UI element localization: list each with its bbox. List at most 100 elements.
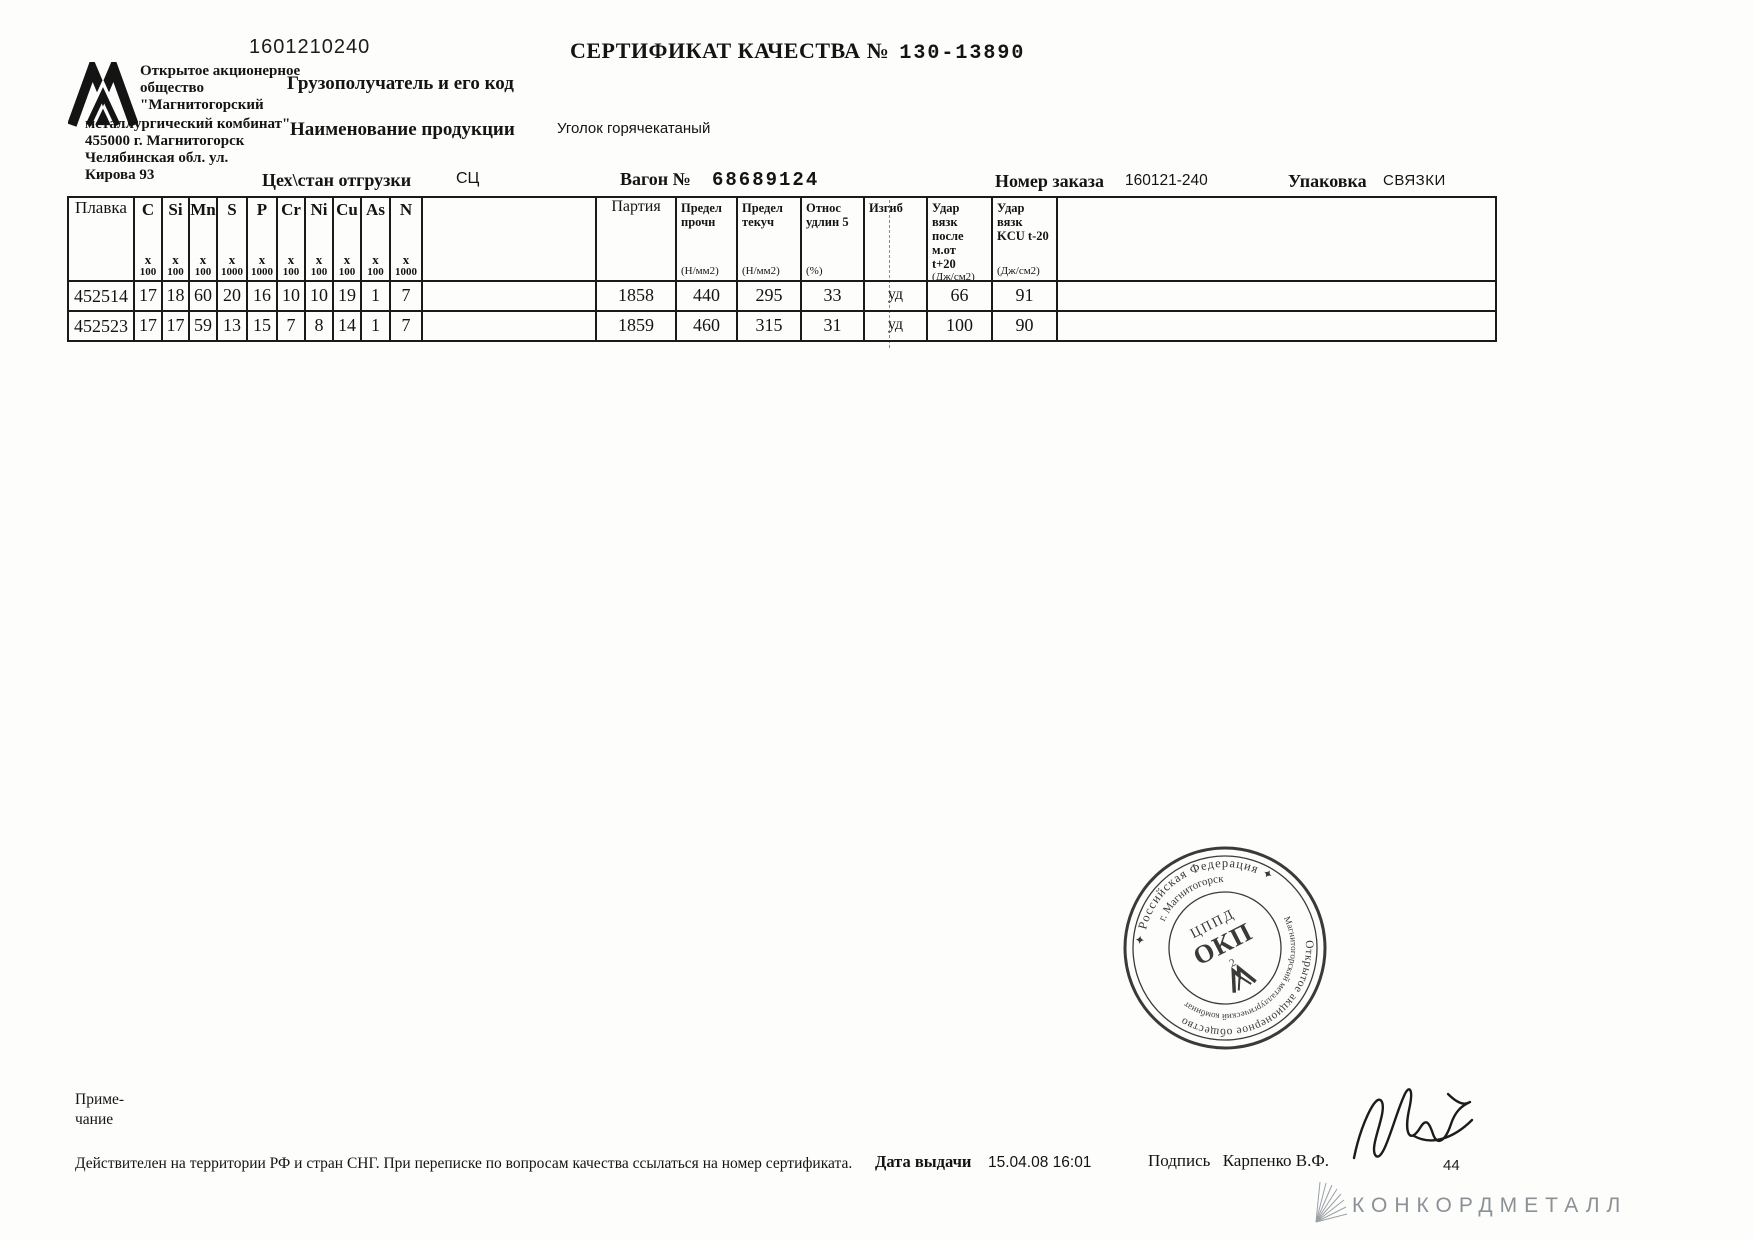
cell-C: 17 <box>133 310 163 342</box>
order-label: Номер заказа <box>995 171 1104 191</box>
col-header-element-Mn: Mn x 100 <box>188 196 218 282</box>
cell-elongation: 33 <box>800 280 865 312</box>
cell-Cr: 7 <box>276 310 306 342</box>
company-line: Открытое акционерное <box>140 63 301 79</box>
cell-batch: 1859 <box>595 310 677 342</box>
certificate-title-label: СЕРТИФИКАТ КАЧЕСТВА № <box>570 38 890 63</box>
cell-Ni: 8 <box>304 310 334 342</box>
product-label: Наименование продукции <box>290 119 515 140</box>
issue-date-value: 15.04.08 16:01 <box>988 1154 1092 1171</box>
product-value: Уголок горячекатаный <box>557 120 711 137</box>
company-line: общество <box>140 80 205 96</box>
packaging-value: СВЯЗКИ <box>1383 172 1446 189</box>
consignee-label: Грузополучатель и его код <box>287 73 514 94</box>
spacer-cell <box>421 310 597 342</box>
validity-statement: Действителен на территории РФ и стран СН… <box>75 1155 853 1172</box>
mmk-logo-icon <box>68 62 138 128</box>
company-line: Челябинская обл. ул. <box>85 150 229 166</box>
note-label: Приме- чание <box>75 1091 125 1128</box>
table-row: 452514 17 18 60 20 16 10 10 19 1 7 1858 … <box>67 280 1497 312</box>
cell-yield: 295 <box>736 280 802 312</box>
company-name-block: Открытое акционерное общество "Магнитого… <box>140 63 300 114</box>
handwritten-signature <box>1352 1088 1474 1160</box>
trailing-cell <box>1056 280 1497 312</box>
cell-Ni: 10 <box>304 280 334 312</box>
cell-Si: 18 <box>161 280 190 312</box>
signature-label: Подпись <box>1148 1151 1211 1170</box>
company-address-block: металлургический комбинат" 455000 г. Маг… <box>85 116 290 184</box>
cell-impact-t20: 66 <box>926 280 993 312</box>
shop-label: Цех\стан отгрузки <box>262 170 412 190</box>
cell-C: 17 <box>133 280 163 312</box>
cell-bend: уд <box>863 280 928 312</box>
shop-value: СЦ <box>456 170 480 187</box>
spacer-cell <box>421 280 597 312</box>
cell-S: 20 <box>216 280 248 312</box>
cell-impact-kcu: 91 <box>991 280 1058 312</box>
konkord-tree-icon <box>1315 1181 1348 1223</box>
cell-N: 7 <box>389 280 423 312</box>
document-code: 1601210240 <box>249 36 371 58</box>
col-header-impact-kcu: Удар вязк KCU t-20 (Дж/см2) <box>991 196 1058 282</box>
cell-N: 7 <box>389 310 423 342</box>
cell-tensile: 460 <box>675 310 738 342</box>
certificate-number: 130-13890 <box>899 42 1026 65</box>
cell-As: 1 <box>360 310 391 342</box>
spacer-column <box>421 196 597 282</box>
table-row: 452523 17 17 59 13 15 7 8 14 1 7 1859 46… <box>67 310 1497 342</box>
cell-yield: 315 <box>736 310 802 342</box>
col-header-tensile: Предел прочн (Н/мм2) <box>675 196 738 282</box>
cell-S: 13 <box>216 310 248 342</box>
cell-bend: уд <box>863 310 928 342</box>
cell-elongation: 31 <box>800 310 865 342</box>
stamp-mini-mmk-logo-icon <box>1231 964 1257 993</box>
company-line: металлургический комбинат" <box>85 116 291 132</box>
cell-Mn: 60 <box>188 280 218 312</box>
col-header-batch: Партия <box>595 196 677 282</box>
cell-impact-t20: 100 <box>926 310 993 342</box>
company-line: "Магнитогорский <box>140 97 264 113</box>
cell-P: 16 <box>246 280 278 312</box>
cell-As: 1 <box>360 280 391 312</box>
wagon-label: Вагон № <box>620 169 691 189</box>
company-line: Кирова 93 <box>85 167 155 183</box>
company-line: 455000 г. Магнитогорск <box>85 133 245 149</box>
cell-batch: 1858 <box>595 280 677 312</box>
signatory-name: Карпенко В.Ф. <box>1222 1151 1330 1170</box>
issue-date-label: Дата выдачи <box>875 1152 972 1171</box>
cell-P: 15 <box>246 310 278 342</box>
round-stamp: ✦ Российская Федерация ✦ Открытое акцион… <box>1112 829 1338 1062</box>
order-number: 160121-240 <box>1125 172 1208 189</box>
certificate-title: СЕРТИФИКАТ КАЧЕСТВА № 130-13890 <box>570 38 1025 65</box>
signature-line: Подпись Карпенко В.Ф. <box>1148 1151 1329 1171</box>
cell-Cu: 14 <box>332 310 362 342</box>
col-header-heat: Плавка <box>67 196 135 282</box>
col-header-impact-t20: Удар вязк после м.от t+20 (Дж/см2) <box>926 196 993 282</box>
trailing-cell <box>1056 310 1497 342</box>
cell-Mn: 59 <box>188 310 218 342</box>
col-header-element-As: As x 100 <box>360 196 391 282</box>
cell-Cr: 10 <box>276 280 306 312</box>
heat-number: 452514 <box>67 280 135 312</box>
col-header-yield: Предел текуч (Н/мм2) <box>736 196 802 282</box>
cell-impact-kcu: 90 <box>991 310 1058 342</box>
col-header-element-Cr: Cr x 100 <box>276 196 306 282</box>
stamp-center-2: 2 <box>1228 957 1238 970</box>
cell-Si: 17 <box>161 310 190 342</box>
wagon-number: 68689124 <box>712 169 820 191</box>
col-header-element-Si: Si x 100 <box>161 196 190 282</box>
trailing-column <box>1056 196 1497 282</box>
col-header-bend: Изгиб <box>863 196 928 282</box>
heat-number: 452523 <box>67 310 135 342</box>
packaging-label: Упаковка <box>1288 171 1367 191</box>
cell-Cu: 19 <box>332 280 362 312</box>
cell-tensile: 440 <box>675 280 738 312</box>
col-header-elongation: Относ удлин 5 (%) <box>800 196 865 282</box>
